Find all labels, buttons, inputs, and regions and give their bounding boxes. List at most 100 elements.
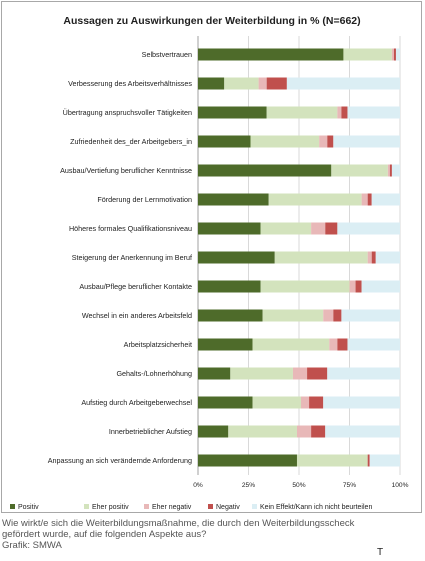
bar-segment [327, 135, 334, 148]
bar-segment [286, 77, 400, 90]
caption-source: Grafik: SMWA [2, 540, 62, 551]
bar-segment [266, 77, 287, 90]
bar-segment [296, 454, 368, 467]
bar-segment [198, 222, 261, 235]
category-label: Steigerung der Anerkennung im Beruf [72, 253, 192, 262]
bar-segment [337, 222, 400, 235]
legend-label: Negativ [216, 504, 240, 511]
category-labels: Selbstvertrauen Verbesserung des Arbeitsv… [48, 50, 193, 465]
chart-frame: Aussagen zu Auswirkungen der Weiterbildu… [1, 1, 422, 513]
bar-segment [260, 280, 350, 293]
legend-swatch [144, 504, 149, 509]
bar-segment [274, 251, 368, 264]
legend-label: Kein Effekt/Kann ich nicht beurteilen [260, 504, 372, 511]
bar-segment [355, 280, 362, 293]
bar-segment [198, 251, 275, 264]
legend-swatch [10, 504, 15, 509]
bar-segment [391, 164, 400, 177]
bar-segment [329, 338, 338, 351]
bar-segment [230, 367, 293, 380]
bar-segment [311, 425, 326, 438]
bar-segment [198, 425, 229, 438]
bar-segment [252, 338, 330, 351]
bar-segment [347, 338, 400, 351]
x-tick-label: 0% [193, 482, 203, 489]
bar-segment [349, 280, 356, 293]
legend: Positiv Eher positiv Eher negativ Negativ Ke… [10, 504, 372, 511]
bar-segment [337, 338, 348, 351]
bar-segment [307, 367, 328, 380]
bar-segment [198, 280, 261, 293]
x-tick-label: 100% [392, 482, 409, 489]
bar-segment [266, 106, 338, 119]
category-label: Selbstvertrauen [142, 50, 192, 59]
bar-segment [323, 396, 400, 409]
legend-swatch [84, 504, 89, 509]
bar-segment [361, 193, 368, 206]
bar-segment [198, 106, 267, 119]
bar-segment [198, 396, 253, 409]
bar-segment [333, 135, 400, 148]
bar-segment [393, 48, 396, 61]
caption: Wie wirkt/e sich die Weiterbildungsmaßna… [2, 518, 422, 551]
bar-segment [341, 309, 400, 322]
text-cursor-icon: T [377, 547, 384, 558]
bar-segment [333, 309, 342, 322]
category-label: Ausbau/Vertiefung beruflicher Kenntnisse [60, 166, 192, 175]
category-label: Übertragung anspruchsvoller Tätigkeiten [63, 108, 192, 117]
bar-segment [389, 164, 392, 177]
bar-segment [268, 193, 362, 206]
caption-line-1: Wie wirkt/e sich die Weiterbildungsmaßna… [2, 518, 355, 529]
x-tick-label: 25% [242, 482, 255, 489]
bar-segment [337, 106, 342, 119]
category-label: Gehalts-/Lohnerhöhung [116, 369, 192, 378]
bar-segment [198, 135, 251, 148]
category-label: Wechsel in ein anderes Arbeitsfeld [82, 311, 192, 320]
bar-segment [325, 222, 338, 235]
bars [198, 48, 400, 467]
category-label: Ausbau/Pflege beruflicher Kontakte [79, 282, 192, 291]
bar-segment [361, 280, 400, 293]
stacked-bar-chart: Aussagen zu Auswirkungen der Weiterbildu… [10, 15, 409, 511]
category-label: Innerbetrieblicher Aufstieg [109, 427, 192, 436]
legend-label: Positiv [18, 504, 39, 511]
category-label: Anpassung an sich verändernde Anforderun… [48, 456, 192, 465]
x-axis-ticks: 0% 25% 50% 75% 100% [193, 482, 408, 489]
category-label: Arbeitsplatzsicherheit [124, 340, 192, 349]
bar-segment [327, 367, 400, 380]
bar-segment [198, 338, 253, 351]
bar-segment [296, 425, 312, 438]
bar-segment [198, 164, 332, 177]
bar-segment [367, 193, 372, 206]
category-label: Höheres formales Qualifikationsniveau [69, 224, 192, 233]
bar-segment [331, 164, 388, 177]
bar-segment [228, 425, 297, 438]
bar-segment [258, 77, 267, 90]
bar-segment [198, 309, 263, 322]
legend-swatch [252, 504, 257, 509]
bar-segment [367, 251, 372, 264]
bar-segment [341, 106, 348, 119]
x-tick-label: 75% [343, 482, 356, 489]
bar-segment [343, 48, 392, 61]
bar-segment [387, 164, 390, 177]
category-label: Verbesserung des Arbeitsverhältnisses [68, 79, 192, 88]
bar-segment [319, 135, 328, 148]
bar-segment [371, 251, 376, 264]
bar-segment [292, 367, 308, 380]
legend-label: Eher negativ [152, 504, 192, 511]
chart-title: Aussagen zu Auswirkungen der Weiterbildu… [63, 15, 360, 27]
bar-segment [347, 106, 400, 119]
bar-segment [325, 425, 400, 438]
bar-segment [323, 309, 334, 322]
bar-segment [252, 396, 302, 409]
category-label: Aufstieg durch Arbeitgeberwechsel [81, 398, 192, 407]
bar-segment [375, 251, 400, 264]
legend-swatch [208, 504, 213, 509]
legend-label: Eher positiv [92, 504, 129, 511]
x-tick-label: 50% [292, 482, 305, 489]
bar-segment [198, 454, 297, 467]
bar-segment [198, 48, 344, 61]
bar-segment [371, 193, 400, 206]
bar-segment [198, 367, 231, 380]
